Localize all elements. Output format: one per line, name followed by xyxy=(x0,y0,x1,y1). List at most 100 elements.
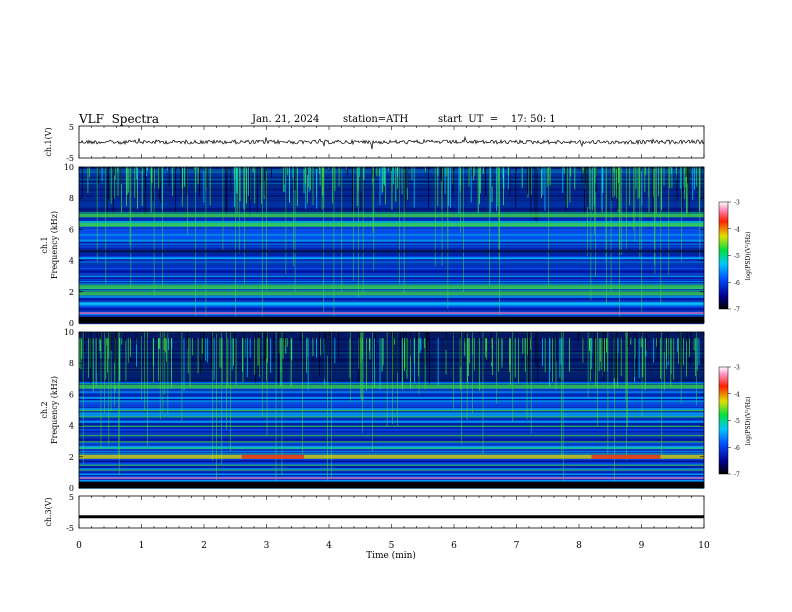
ch1-spectrogram-panel: 0 2 4 6 8 10 ch.1 Frequency (kHz) xyxy=(40,163,705,328)
ch1-spectrogram-yticks: 0 2 4 6 8 10 xyxy=(64,163,704,328)
noise-line xyxy=(79,244,704,247)
noise-line xyxy=(79,178,704,181)
noise-line xyxy=(79,418,704,421)
noise-line xyxy=(79,313,704,315)
freq-tick-label: 0 xyxy=(69,319,74,328)
freq-tick-label: 6 xyxy=(69,225,74,234)
freq-tick-label: 2 xyxy=(69,453,74,462)
noise-line xyxy=(79,231,704,234)
noise-line xyxy=(79,308,704,311)
freq-tick-label: 10 xyxy=(64,163,74,172)
noise-line xyxy=(79,443,704,445)
colorbar-tick-label: -4 xyxy=(734,226,740,233)
noise-line xyxy=(79,389,704,392)
frequency-band-edge xyxy=(79,383,704,385)
noise-line xyxy=(79,295,704,298)
noise-line xyxy=(79,439,704,442)
noise-line xyxy=(79,176,704,178)
colorbar-tick-label: -3 xyxy=(734,200,740,207)
ch2-spectrogram-yticks: 0 2 4 6 8 10 xyxy=(64,328,704,493)
noise-line xyxy=(79,220,704,223)
colorbar-tick-label: -7 xyxy=(734,307,740,314)
noise-line xyxy=(79,180,704,183)
noise-line xyxy=(79,204,704,207)
start-time-label: start UT = 17: 50: 1 xyxy=(438,114,556,125)
noise-line xyxy=(79,471,704,474)
colorbar-tick-label: -3 xyxy=(734,365,740,372)
noise-line xyxy=(79,254,704,257)
noise-line xyxy=(79,236,704,239)
frequency-line xyxy=(79,434,704,437)
noise-line xyxy=(79,415,704,417)
noise-line xyxy=(79,298,704,300)
noise-line xyxy=(79,229,704,232)
ch1-waveform-panel: 5 -5 ch.1(V) xyxy=(44,123,705,163)
noise-line xyxy=(79,235,704,237)
noise-line xyxy=(79,450,704,452)
colorbar-tick-label: -5 xyxy=(734,418,740,425)
ch3-waveform-ylabel: ch.3(V) xyxy=(44,497,53,526)
noise-line xyxy=(79,171,704,174)
noise-line xyxy=(79,258,704,261)
intense-emission-patch xyxy=(241,454,304,459)
noise-line xyxy=(79,252,704,254)
low-frequency-band xyxy=(79,477,704,480)
station-label: station=ATH xyxy=(343,114,409,125)
time-tick-label: 0 xyxy=(76,541,82,551)
frequency-band xyxy=(79,454,704,459)
noise-line xyxy=(79,288,704,291)
noise-line xyxy=(79,400,704,403)
high-frequency-quiet-zone xyxy=(79,332,704,382)
noise-line xyxy=(79,390,704,393)
noise-line xyxy=(79,221,704,224)
ch2-spectrogram-ylabel-frequency: Frequency (kHz) xyxy=(50,376,59,444)
figure-title: VLF Spectra xyxy=(79,112,160,126)
freq-tick-label: 4 xyxy=(69,422,74,431)
ch3-ytick-bottom: -5 xyxy=(66,524,74,533)
noise-line xyxy=(79,172,704,175)
colorbar-tick-label: -4 xyxy=(734,391,740,398)
noise-line xyxy=(79,209,704,212)
ch1-colorbar-label: log(PSD)(V²/Hz) xyxy=(745,232,752,281)
freq-tick-label: 10 xyxy=(64,328,74,337)
time-tick-label: 9 xyxy=(639,541,645,551)
noise-line xyxy=(79,305,704,308)
colorbar-tick-label: -5 xyxy=(734,253,740,260)
ch1-waveform-ylabel: ch.1(V) xyxy=(44,127,53,156)
noise-line xyxy=(79,462,704,465)
noise-line xyxy=(79,239,704,242)
colorbar-tick-label: -7 xyxy=(734,472,740,479)
ch1-spectrogram-ylabel-channel: ch.1 xyxy=(40,236,49,253)
noise-line xyxy=(79,406,704,408)
low-frequency-band xyxy=(79,312,704,315)
freq-tick-label: 8 xyxy=(69,194,74,203)
noise-line xyxy=(79,423,704,425)
frequency-band xyxy=(79,384,704,389)
ch2-colorbar-ticks: -3 -4 -5 -6 -7 xyxy=(728,365,740,479)
ch1-colorbar: -3 -4 -5 -6 -7 log(PSD)(V²/Hz) xyxy=(718,200,752,314)
noise-line xyxy=(79,410,704,413)
dark-band xyxy=(79,249,704,253)
noise-line xyxy=(79,174,704,176)
noise-line xyxy=(79,233,704,237)
noise-line xyxy=(79,241,704,244)
time-axis-label: Time (min) xyxy=(366,550,416,561)
noise-line xyxy=(79,253,704,255)
time-tick-label: 2 xyxy=(201,541,207,551)
noise-line xyxy=(79,429,704,431)
freq-tick-label: 0 xyxy=(69,484,74,493)
noise-line xyxy=(79,208,704,211)
noise-line xyxy=(79,188,704,191)
ch1-colorbar-scale xyxy=(718,201,729,310)
colorbar-tick-label: -6 xyxy=(734,445,740,452)
high-frequency-quiet-zone xyxy=(79,167,704,214)
frequency-band-edge xyxy=(79,289,704,291)
time-tick-label: 10 xyxy=(698,541,710,551)
noise-line xyxy=(79,262,704,265)
noise-line xyxy=(79,474,704,477)
frequency-band xyxy=(79,213,704,218)
noise-line xyxy=(79,307,704,309)
frequency-band-edge xyxy=(79,453,704,455)
noise-line xyxy=(79,322,704,325)
